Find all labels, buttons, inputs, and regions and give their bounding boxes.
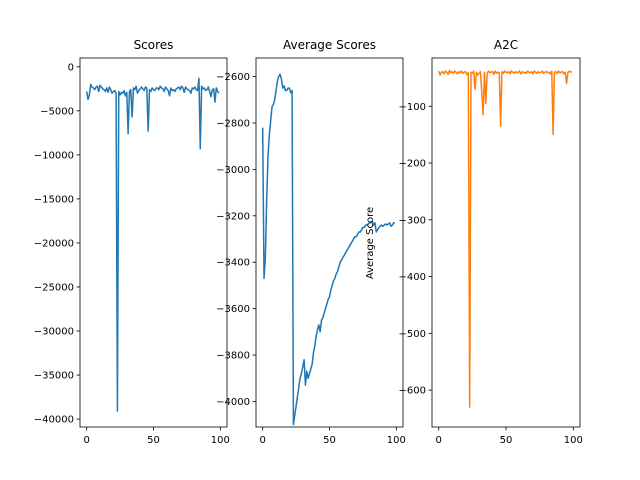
subplot-3: A2C 0 50 100 −100 −200 −300 −400 −500 −600: [399, 38, 583, 446]
y-tick-label: −500: [399, 329, 426, 340]
series-line-1: [438, 69, 573, 408]
y-tick-label: −20000: [34, 238, 74, 249]
y-tick-label: −25000: [34, 282, 74, 293]
y-tick-label: −600: [399, 386, 426, 397]
subplot-title: Average Scores: [283, 38, 376, 52]
y-tick-label: −2800: [216, 118, 250, 129]
series-line-1: [85, 77, 220, 412]
subplot-1: Scores 0 50 100 0 −5000 −10000 −15000 −20000 −250…: [34, 38, 230, 446]
x-tick-label: 100: [387, 435, 406, 446]
y-tick-label: −3200: [216, 211, 250, 222]
x-tick-label: 100: [564, 435, 583, 446]
subplot-title: Scores: [134, 38, 174, 52]
y-tick-label: −3000: [216, 165, 250, 176]
y-axis-label: Average Score: [365, 207, 376, 279]
y-tick-label: −10000: [34, 150, 74, 161]
y-tick-label: −400: [399, 272, 426, 283]
x-tick-label: 0: [83, 435, 89, 446]
y-tick-label: −40000: [34, 415, 74, 426]
x-tick-label: 50: [147, 435, 160, 446]
series-line-1: [261, 73, 395, 426]
y-tick-label: −2600: [216, 72, 250, 83]
y-tick-label: −200: [399, 159, 426, 170]
y-tick-label: −5000: [40, 106, 74, 117]
x-tick-label: 50: [323, 435, 336, 446]
x-tick-label: 0: [436, 435, 442, 446]
y-tick-label: −30000: [34, 327, 74, 338]
y-tick-label: −3800: [216, 351, 250, 362]
y-tick-label: −100: [399, 102, 426, 113]
y-tick-label: 0: [68, 62, 74, 73]
y-tick-label: −4000: [216, 397, 250, 408]
subplot-title: A2C: [494, 38, 518, 52]
x-tick-label: 100: [211, 435, 230, 446]
x-tick-label: 50: [500, 435, 513, 446]
y-tick-label: −3600: [216, 304, 250, 315]
subplot-2: Average Scores 0 50 100 −2600 −2800 −3000 −3200…: [216, 38, 406, 446]
x-tick-label: 0: [259, 435, 265, 446]
y-tick-label: −35000: [34, 371, 74, 382]
y-tick-label: −3400: [216, 258, 250, 269]
y-tick-label: −15000: [34, 194, 74, 205]
y-tick-label: −300: [399, 215, 426, 226]
